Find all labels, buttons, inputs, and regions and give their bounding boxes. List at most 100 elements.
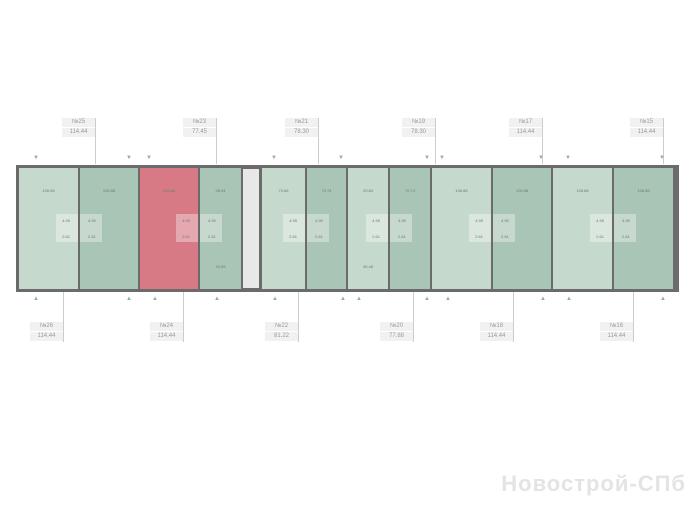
leader-line — [216, 118, 217, 164]
apartment-number: №21 — [285, 118, 318, 127]
apartment-area: 78.30 — [402, 128, 435, 137]
apartment-area: 114.44 — [600, 332, 633, 341]
apartment-area: 81.22 — [265, 332, 298, 341]
watermark: Новострой-СПб — [501, 471, 686, 496]
dimension: 2.61 — [501, 234, 509, 239]
room-area: 70.74 — [404, 188, 415, 193]
wall-corridor — [259, 165, 262, 292]
apartment-unit[interactable]: 106.88 4.95 2.61 — [140, 168, 200, 289]
apartment-area: 114.44 — [62, 128, 95, 137]
dimension: 4.95 — [315, 218, 323, 223]
leader-line — [318, 118, 319, 164]
apartment-area: 114.44 — [480, 332, 513, 341]
entrance-arrow-up-icon: ▲ — [445, 296, 451, 302]
bathroom-zone — [469, 214, 491, 242]
apartment-unit[interactable]: 29.84 40.48 4.95 2.61 — [348, 168, 390, 289]
dimension: 4.95 — [88, 218, 96, 223]
apartment-number: №22 — [265, 322, 298, 331]
apartment-unit[interactable]: 106.88 4.95 2.61 — [432, 168, 493, 289]
apartment-area: 114.44 — [30, 332, 63, 341]
wall-bottom — [16, 288, 678, 292]
room-area: 70.74 — [321, 188, 332, 193]
apartment-label[interactable]: №25 114.44 — [62, 118, 95, 138]
apartment-label[interactable]: №23 77.45 — [183, 118, 216, 138]
apartment-number: №18 — [480, 322, 513, 331]
apartment-label[interactable]: №21 78.30 — [285, 118, 318, 138]
dimension: 4.95 — [398, 218, 406, 223]
wall-right — [675, 165, 679, 292]
apartment-label[interactable]: №17 114.44 — [509, 118, 542, 138]
apartment-unit[interactable]: 106.88 4.95 2.61 — [493, 168, 553, 289]
apartment-unit[interactable]: 106.88 4.95 2.61 — [614, 168, 675, 289]
entrance-arrow-up-icon: ▲ — [340, 296, 346, 302]
entrance-arrow-down-icon: ▼ — [271, 155, 277, 161]
entrance-arrow-up-icon: ▲ — [356, 296, 362, 302]
entrance-arrow-down-icon: ▼ — [33, 155, 39, 161]
dimension: 4.95 — [62, 218, 70, 223]
bathroom-zone — [590, 214, 612, 242]
dimension: 4.95 — [182, 218, 190, 223]
dimension: 2.61 — [475, 234, 483, 239]
apartment-number: №17 — [509, 118, 542, 127]
apartment-unit[interactable]: 70.74 4.95 2.61 — [390, 168, 432, 289]
entrance-arrow-down-icon: ▼ — [439, 155, 445, 161]
apartment-number: №24 — [150, 322, 183, 331]
dimension: 4.95 — [372, 218, 380, 223]
leader-line — [435, 118, 436, 164]
entrance-arrow-down-icon: ▼ — [338, 155, 344, 161]
apartment-label[interactable]: №18 114.44 — [480, 322, 513, 342]
corridor — [243, 168, 262, 289]
entrance-arrow-up-icon: ▲ — [33, 296, 39, 302]
apartment-label[interactable]: №20 77.88 — [380, 322, 413, 342]
apartment-unit[interactable]: 73.66 4.95 2.61 — [262, 168, 307, 289]
apartment-number: №23 — [183, 118, 216, 127]
apartment-area: 114.44 — [509, 128, 542, 137]
bathroom-zone — [80, 214, 102, 242]
apartment-unit[interactable]: 106.88 4.95 2.61 — [553, 168, 614, 289]
entrance-arrow-down-icon: ▼ — [146, 155, 152, 161]
dimension: 2.61 — [88, 234, 96, 239]
room-area: 106.98 — [42, 188, 55, 193]
dimension: 4.95 — [289, 218, 297, 223]
dimension: 2.61 — [398, 234, 406, 239]
entrance-arrow-up-icon: ▲ — [540, 296, 546, 302]
apartment-number: №19 — [402, 118, 435, 127]
leader-line — [183, 292, 184, 342]
apartment-label[interactable]: №24 114.44 — [150, 322, 183, 342]
dimension: 2.61 — [315, 234, 323, 239]
apartment-label[interactable]: №22 81.22 — [265, 322, 298, 342]
apartment-area: 114.44 — [630, 128, 663, 137]
dimension: 2.61 — [62, 234, 70, 239]
entrance-arrow-up-icon: ▲ — [152, 296, 158, 302]
leader-line — [413, 292, 414, 342]
apartment-unit[interactable]: 28.94 40.95 4.95 2.61 — [200, 168, 243, 289]
bathroom-zone — [176, 214, 198, 242]
apartment-unit[interactable]: 106.88 4.95 2.61 — [80, 168, 140, 289]
wall-left — [16, 165, 19, 292]
entrance-arrow-down-icon: ▼ — [565, 155, 571, 161]
room-area: 106.88 — [162, 188, 176, 193]
bathroom-zone — [493, 214, 515, 242]
entrance-arrow-up-icon: ▲ — [214, 296, 220, 302]
apartment-label[interactable]: №19 78.30 — [402, 118, 435, 138]
apartment-label[interactable]: №16 114.44 — [600, 322, 633, 342]
dimension: 4.95 — [208, 218, 216, 223]
apartment-label[interactable]: №26 114.44 — [30, 322, 63, 342]
leader-line — [513, 292, 514, 342]
apartment-unit[interactable]: 70.74 4.95 2.61 — [307, 168, 348, 289]
apartment-number: №15 — [630, 118, 663, 127]
entrance-arrow-up-icon: ▲ — [660, 296, 666, 302]
bathroom-zone — [614, 214, 636, 242]
dimension: 2.61 — [622, 234, 630, 239]
entrance-arrow-up-icon: ▲ — [272, 296, 278, 302]
apartment-unit[interactable]: 106.98 4.95 2.61 — [19, 168, 80, 289]
room-area-2: 40.95 — [215, 264, 226, 269]
bathroom-zone — [366, 214, 388, 242]
entrance-arrow-up-icon: ▲ — [424, 296, 430, 302]
room-area: 106.88 — [515, 188, 529, 193]
apartment-label[interactable]: №15 114.44 — [630, 118, 663, 138]
leader-line — [542, 118, 543, 164]
room-area: 106.88 — [455, 188, 468, 193]
entrance-arrow-down-icon: ▼ — [538, 155, 544, 161]
apartment-number: №26 — [30, 322, 63, 331]
